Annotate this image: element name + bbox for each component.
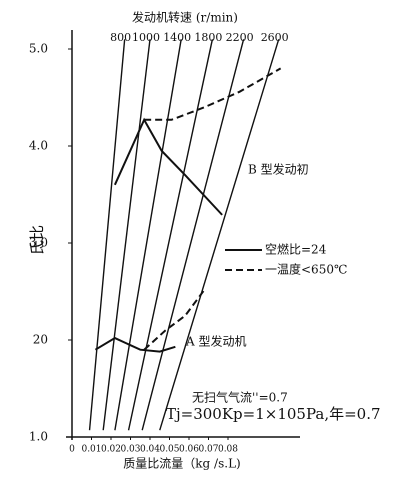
legend-label: 空燃比=24 xyxy=(265,242,327,257)
speed-line xyxy=(127,39,214,431)
x-tick-label: 0 xyxy=(69,445,75,455)
x-tick-label: 0.06 xyxy=(179,445,199,455)
speed-label: 1400 xyxy=(163,31,191,44)
x-tick-label: 0.02 xyxy=(101,445,121,455)
x-tick-label: 0.04 xyxy=(140,445,160,455)
annotation: B 型发动初 xyxy=(248,162,309,177)
annotation: 无扫气气流''=0.7 xyxy=(192,390,288,405)
x-tick-label: 0.01 xyxy=(81,445,101,455)
speed-line xyxy=(88,39,126,431)
y-tick-label: 1.0 xyxy=(29,430,48,444)
speed-label: 800 xyxy=(110,31,131,44)
x-tick-label: 0.03 xyxy=(120,445,140,455)
y-tick-label: 20 xyxy=(33,333,48,347)
speed-label: 1800 xyxy=(194,31,222,44)
series-line xyxy=(143,67,282,351)
series-line xyxy=(94,117,223,353)
y-tick-label: 5.0 xyxy=(29,42,48,56)
x-tick-label: 0.05 xyxy=(159,445,179,455)
y-axis-label: 氐比 xyxy=(28,225,46,255)
speed-label: 1000 xyxy=(132,31,160,44)
speed-line xyxy=(159,39,280,431)
y-tick-label: 3.0 xyxy=(29,236,48,250)
x-tick-label: 0.07 xyxy=(198,445,218,455)
y-tick-label: 4.0 xyxy=(29,139,48,153)
speed-line xyxy=(114,39,182,431)
speed-label: 2600 xyxy=(261,31,289,44)
chart-title: 发动机转速 (r/min) xyxy=(132,10,238,25)
speed-label: 2200 xyxy=(226,31,254,44)
speed-line xyxy=(102,39,151,431)
annotation: A 型发动机 xyxy=(185,334,246,349)
legend-label: 一温度<650℃ xyxy=(265,262,347,277)
x-axis-label: 质量比流量（kg /s.L) xyxy=(123,457,240,471)
x-tick-label: 0.08 xyxy=(218,445,238,455)
annotation: Tj=300Kp=1×105Pa,年=0.7 xyxy=(166,405,381,423)
speed-line xyxy=(141,39,245,431)
